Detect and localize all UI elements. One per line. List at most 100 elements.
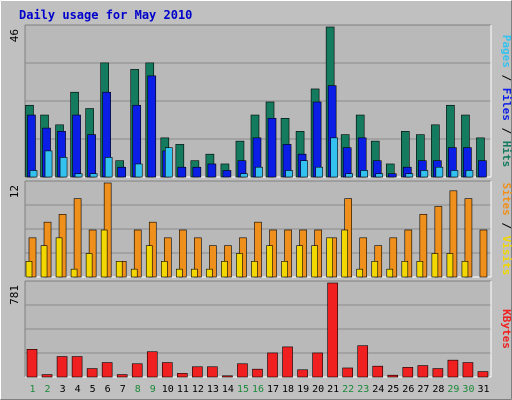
bar-visits xyxy=(296,245,303,278)
bar-sites xyxy=(254,221,262,278)
bar-visits xyxy=(115,261,123,278)
bar-sites xyxy=(419,214,428,278)
bar-pages xyxy=(164,147,173,178)
bar-pages xyxy=(450,170,459,178)
bar-visits xyxy=(326,237,333,278)
bar-visits xyxy=(55,237,63,278)
series-axis-label-part: / xyxy=(500,216,512,236)
bar-sites xyxy=(449,190,458,278)
bar-files xyxy=(478,160,487,178)
day-label: 13 xyxy=(207,384,219,395)
day-label: 6 xyxy=(105,384,111,395)
day-label: 21 xyxy=(327,384,339,395)
day-label: 10 xyxy=(162,384,174,395)
day-label: 11 xyxy=(177,384,189,395)
series-axis-label: Pages / Files / Hits xyxy=(500,35,512,168)
bar-visits xyxy=(251,261,258,278)
panel-middle: 12 Sites / Visits xyxy=(8,180,512,278)
bar-files xyxy=(342,147,352,178)
bar-visits xyxy=(356,268,364,278)
panel-bottom: 781 KBytes xyxy=(8,280,512,378)
bar-visits xyxy=(236,253,243,278)
bar-visits xyxy=(281,261,288,278)
bar-visits xyxy=(100,229,108,278)
bar-sites xyxy=(194,237,202,278)
day-label: 5 xyxy=(90,384,96,395)
bar-pages xyxy=(360,170,369,178)
bar-sites xyxy=(434,206,443,278)
series-axis-label-part: Hits xyxy=(500,141,512,168)
day-label: 29 xyxy=(447,384,459,395)
series-axis-label-part: / xyxy=(500,121,512,141)
bar-visits xyxy=(160,261,168,278)
series-axis-label: KBytes xyxy=(500,309,512,349)
bar-pages xyxy=(300,160,308,178)
bar-kbytes xyxy=(447,359,459,378)
bar-visits xyxy=(176,268,183,278)
series-axis-label-part: Files xyxy=(500,88,512,121)
bar-sites xyxy=(133,229,142,278)
bar-kbytes xyxy=(477,371,489,378)
bar-sites xyxy=(73,198,82,278)
bar-sites xyxy=(179,229,187,278)
day-label: 27 xyxy=(417,384,429,395)
bar-sites xyxy=(464,198,473,278)
bar-pages xyxy=(134,163,143,178)
day-label: 24 xyxy=(372,384,384,395)
day-label: 30 xyxy=(462,384,474,395)
bar-kbytes xyxy=(327,282,338,378)
bar-kbytes xyxy=(101,362,113,378)
bar-kbytes xyxy=(282,346,293,378)
bar-files xyxy=(192,166,202,178)
y-max-label: 46 xyxy=(8,29,21,42)
bar-sites xyxy=(163,237,172,278)
bar-pages xyxy=(89,173,98,178)
bar-visits xyxy=(341,229,348,278)
bar-pages xyxy=(104,157,113,178)
y-max-label: 12 xyxy=(8,185,21,198)
bar-kbytes xyxy=(86,368,98,378)
bar-kbytes xyxy=(56,356,68,378)
bar-kbytes xyxy=(41,374,53,378)
bar-pages xyxy=(285,170,293,178)
y-max-label: 781 xyxy=(8,285,21,305)
series-axis-label-part: Pages xyxy=(500,35,512,68)
bar-kbytes xyxy=(26,349,38,378)
bar-pages xyxy=(435,166,444,178)
bar-kbytes xyxy=(192,366,203,378)
day-label: 16 xyxy=(252,384,264,395)
bar-pages xyxy=(240,173,248,178)
bar-sites xyxy=(284,229,292,278)
bar-sites xyxy=(209,245,217,278)
day-label: 25 xyxy=(387,384,399,395)
bar-kbytes xyxy=(131,363,143,378)
bar-sites xyxy=(359,237,368,278)
bar-pages xyxy=(74,173,83,178)
bar-pages xyxy=(465,170,474,178)
day-label: 18 xyxy=(282,384,294,395)
series-axis-label-part: / xyxy=(500,68,512,88)
bar-sites xyxy=(389,237,398,278)
bar-pages xyxy=(330,137,338,178)
day-label: 17 xyxy=(267,384,279,395)
day-label: 4 xyxy=(75,384,81,395)
bar-kbytes xyxy=(387,374,399,378)
chart-title: Daily usage for May 2010 xyxy=(19,8,192,22)
bar-kbytes xyxy=(357,345,369,378)
day-label: 19 xyxy=(297,384,309,395)
bar-kbytes xyxy=(402,367,414,378)
bar-files xyxy=(87,134,96,178)
day-axis: 1 2 3 4 5 6 7 8 9 10 11 12 13 14 15 16 17 18 19 20 21 22 23 24 2… xyxy=(30,384,490,395)
day-label: 31 xyxy=(477,384,489,395)
bar-files xyxy=(267,118,277,178)
bar-pages xyxy=(375,173,384,178)
bar-pages xyxy=(315,166,323,178)
bar-pages xyxy=(255,166,263,178)
bar-visits xyxy=(431,253,439,278)
bar-kbytes xyxy=(432,368,444,378)
bar-visits xyxy=(446,253,454,278)
bar-sites xyxy=(28,237,37,278)
bar-kbytes xyxy=(417,365,429,378)
bar-kbytes xyxy=(237,363,248,378)
bar-pages xyxy=(44,150,53,178)
